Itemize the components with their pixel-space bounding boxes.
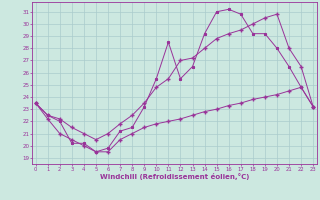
X-axis label: Windchill (Refroidissement éolien,°C): Windchill (Refroidissement éolien,°C) (100, 173, 249, 180)
